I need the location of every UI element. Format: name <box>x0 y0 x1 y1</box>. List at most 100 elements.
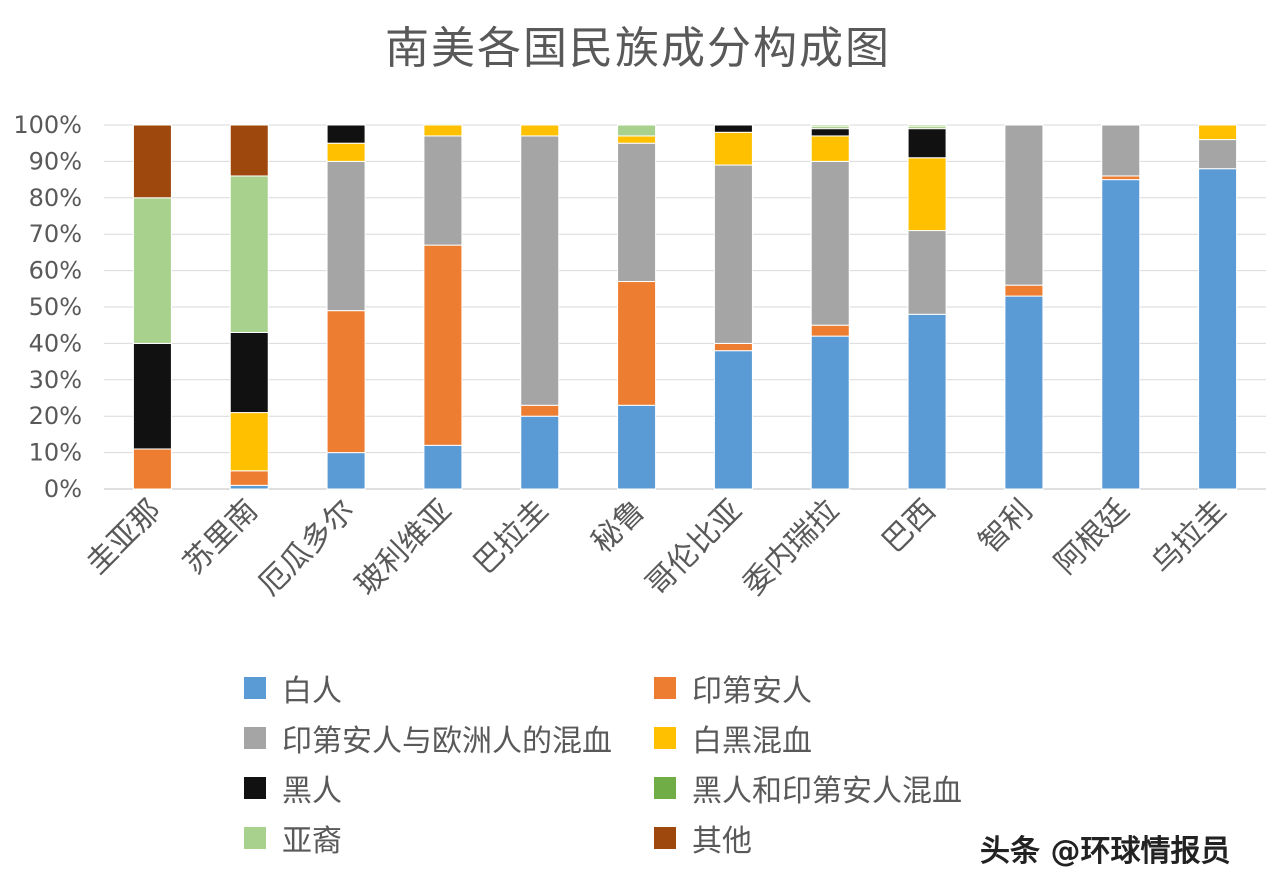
bar-segment <box>617 281 657 406</box>
legend-swatch <box>244 677 266 699</box>
bar-segment <box>520 135 560 406</box>
bar-segment <box>229 470 269 486</box>
bar-segment <box>132 448 172 490</box>
bar-segment <box>423 124 463 137</box>
y-tick-label: 90% <box>29 147 82 175</box>
stacked-bar-chart: 0% 10% 20% 30% 40% 50% 60% 70% 80% 90% 100% 圭亚那 苏里南厄… <box>13 111 1266 603</box>
bar-segment <box>1004 284 1044 297</box>
bar-segment <box>907 313 947 490</box>
bar-segment <box>132 124 172 199</box>
x-category-label: 智利 <box>972 493 1039 560</box>
legend-label: 黑人和印第安人混血 <box>692 774 962 809</box>
bar-segment <box>1004 295 1044 490</box>
bar-segment <box>810 135 850 162</box>
bar-segment <box>229 175 269 333</box>
legend-item: 黑人和印第安人混血 <box>654 768 962 809</box>
legend-label: 亚裔 <box>282 824 342 859</box>
bar-segment <box>229 484 269 490</box>
legend-item: 黑人 <box>244 768 342 809</box>
bar-segment <box>810 324 850 337</box>
bar-segment <box>132 197 172 344</box>
bar-segment <box>326 310 366 454</box>
bar-segment <box>326 160 366 312</box>
legend-label: 印第安人 <box>692 674 812 709</box>
x-category-label: 秘鲁 <box>585 493 652 560</box>
bar-segment <box>520 415 560 490</box>
legend-item: 白黑混血 <box>654 718 812 759</box>
bar-segment <box>810 124 850 128</box>
legend-item: 亚裔 <box>244 818 342 859</box>
bar-segment <box>229 124 269 177</box>
bar-segment <box>617 404 657 490</box>
x-category-label: 苏里南 <box>177 493 265 581</box>
bar-segment <box>1101 179 1141 490</box>
bar-segment <box>713 164 753 344</box>
bar-segment <box>520 124 560 137</box>
y-tick-label: 20% <box>29 402 82 430</box>
y-tick-label: 0% <box>44 475 82 503</box>
legend-label: 白人 <box>282 674 342 709</box>
watermark-text: 头条 @环球情报员 <box>980 834 1231 869</box>
chart-title: 南美各国民族成分构成图 <box>385 23 891 74</box>
x-category-label: 乌拉圭 <box>1145 493 1233 581</box>
y-tick-label: 60% <box>29 257 82 285</box>
legend-swatch <box>654 727 676 749</box>
legend-swatch <box>244 727 266 749</box>
legend-swatch <box>654 827 676 849</box>
bar-segment <box>1198 124 1238 141</box>
legend-item: 印第安人与欧洲人的混血 <box>244 718 612 759</box>
bar-segment <box>1101 124 1141 177</box>
y-tick-label: 30% <box>29 366 82 394</box>
legend-label: 印第安人与欧洲人的混血 <box>282 724 612 759</box>
y-tick-label: 10% <box>29 439 82 467</box>
bar-segment <box>423 123 463 126</box>
bar-segment <box>617 124 657 137</box>
x-category-label: 圭亚那 <box>80 493 168 581</box>
bar-segment <box>520 404 560 417</box>
bar-segment <box>229 331 269 414</box>
legend-swatch <box>654 677 676 699</box>
bar-segment <box>326 142 366 162</box>
bar-segment <box>713 124 753 133</box>
bar-segment <box>229 412 269 472</box>
bar-segment <box>423 444 463 490</box>
legend-item: 印第安人 <box>654 668 812 709</box>
legend-swatch <box>244 777 266 799</box>
bar-segment <box>326 452 366 490</box>
bar-segment <box>810 128 850 137</box>
bar-segment <box>423 244 463 446</box>
bar-segment <box>907 128 947 159</box>
legend-swatch <box>244 827 266 849</box>
bar-segment <box>423 135 463 246</box>
bar-segment <box>617 142 657 283</box>
bar-segment <box>1004 124 1044 286</box>
bar-segment <box>713 131 753 166</box>
x-category-label: 玻利维亚 <box>349 493 459 603</box>
bar-segment <box>326 124 366 144</box>
bar-segment <box>1101 175 1141 181</box>
legend-item: 其他 <box>654 818 752 859</box>
legend-item: 白人 <box>244 668 342 709</box>
bar-segment <box>1198 168 1238 490</box>
y-tick-label: 80% <box>29 184 82 212</box>
y-tick-label: 70% <box>29 220 82 248</box>
x-category-label: 巴西 <box>876 493 943 560</box>
legend-label: 黑人 <box>282 774 342 809</box>
y-tick-label: 40% <box>29 329 82 357</box>
y-tick-label: 50% <box>29 293 82 321</box>
bar-segment <box>713 342 753 352</box>
legend-label: 其他 <box>692 824 752 859</box>
x-category-label: 厄瓜多尔 <box>252 493 362 603</box>
bar-segment <box>907 124 947 128</box>
bar-segment <box>713 350 753 490</box>
bar-segment <box>810 160 850 326</box>
bar-segment <box>907 230 947 315</box>
legend-label: 白黑混血 <box>692 724 812 759</box>
legend-swatch <box>654 777 676 799</box>
x-category-label: 巴拉圭 <box>467 493 555 581</box>
bar-segment <box>132 342 172 450</box>
x-category-label: 委内瑞拉 <box>736 493 846 603</box>
y-tick-label: 100% <box>13 111 82 139</box>
x-category-label: 哥伦比亚 <box>639 493 749 603</box>
bar-segment <box>617 135 657 144</box>
